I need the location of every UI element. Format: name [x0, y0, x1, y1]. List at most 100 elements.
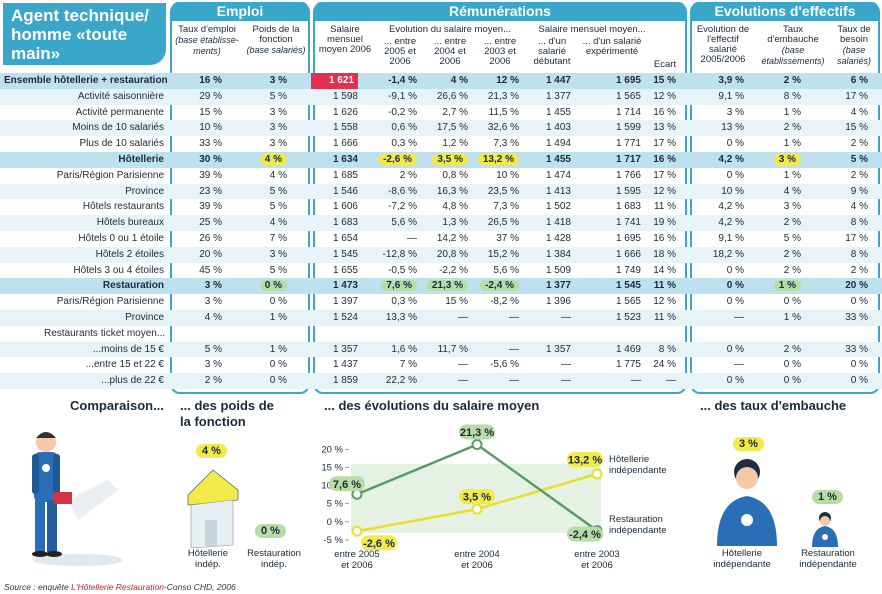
table-cell: 4 %: [269, 169, 287, 181]
table-row: Hôtels 3 ou 4 étoiles 45 % 5 % 1 655 -0,5 % -…: [0, 263, 882, 279]
table-cell: 1 473: [332, 280, 358, 292]
table-row: Paris/Région Parisienne 3 % 0 % 1 397 0,3 % 1…: [0, 294, 882, 310]
table-cell: 5 %: [783, 233, 801, 244]
table-cell: 0 %: [783, 296, 801, 308]
person-small-icon: [812, 512, 838, 547]
col-taux-besoin: Taux de besoin (base salariés): [836, 24, 871, 67]
table-cell: 4,2 %: [718, 201, 744, 213]
table-cell: 1 741: [615, 217, 641, 229]
comparaison-title: Comparaison...: [70, 398, 164, 413]
embauche-title: ... des taux d'embauche: [700, 398, 847, 413]
table-cell: —: [734, 359, 744, 371]
col-taux-embauche: Taux d'embauche (base établissements): [761, 24, 825, 67]
row-label: Hôtellerie: [118, 154, 164, 165]
row-label: Hôtels restaurants: [82, 201, 164, 213]
value-label: 21,3 %: [460, 427, 494, 439]
table-cell: 14 %: [653, 264, 676, 276]
table-row: Plus de 10 salariés 33 % 3 % 1 666 0,3 % 1,2 …: [0, 136, 882, 152]
evol-chart-title: ... des évolutions du salaire moyen: [324, 398, 540, 413]
table-row: ...plus de 22 € 2 % 0 % 1 859 22,2 % — — — — — 0 %…: [0, 373, 882, 389]
table-cell: 1 606: [332, 201, 358, 213]
col-taux-emploi: Taux d'emploi (base établisse- ments): [175, 24, 239, 57]
table-cell: 1 595: [615, 185, 641, 197]
table-cell: 1 469: [615, 343, 641, 355]
table-cell: 1 509: [545, 264, 571, 276]
table-row: Ensemble hôtellerie + restauration 16 % 3 …: [0, 73, 882, 89]
table-cell: 1 545: [332, 248, 358, 260]
table-cell: 0 %: [726, 138, 744, 150]
table-cell: 1 666: [332, 138, 358, 150]
table-cell: 1 357: [545, 343, 571, 355]
table-cell: 2 %: [399, 169, 417, 181]
table-cell: 26 %: [199, 233, 222, 244]
row-label: Hôtels 2 étoiles: [95, 248, 164, 260]
table-cell: 1 403: [545, 122, 571, 134]
table-cell: 10 %: [721, 185, 744, 197]
table-cell: 29 %: [199, 90, 222, 102]
embauche-hotel-label: Hôtellerie indépendante: [713, 548, 771, 570]
table-cell: 1 558: [332, 122, 358, 134]
table-cell: 2 %: [783, 343, 801, 355]
table-cell: —: [509, 375, 519, 387]
table-cell: 3 %: [783, 201, 801, 213]
table-cell: 6 %: [850, 75, 868, 86]
table-cell: 0,3 %: [391, 138, 417, 150]
source-note: Source : enquête L'Hôtellerie Restaurati…: [4, 582, 236, 592]
data-point: [351, 525, 363, 537]
table-cell: 5,6 %: [391, 217, 417, 229]
data-point: [591, 468, 603, 480]
table-row: Hôtellerie 30 % 4 % 1 634 -2,6 % 3,5 % 13,2 % 1…: [0, 152, 882, 168]
table-cell: —: [561, 375, 571, 387]
table-row: Restaurants ticket moyen...: [0, 326, 882, 342]
table-cell: 1 377: [545, 90, 571, 102]
table-cell: 1 455: [545, 106, 571, 118]
table-cell: 1 %: [783, 169, 801, 181]
table-cell: 4,2 %: [718, 217, 744, 229]
table-cell: 1 502: [545, 201, 571, 213]
table-cell: —: [509, 343, 519, 355]
legend-label: Hôtellerie indépendante: [609, 454, 667, 476]
table-cell: 3 %: [726, 106, 744, 118]
table-cell: —: [509, 312, 519, 323]
table-cell: 4 %: [850, 201, 868, 213]
table-cell: 2 %: [783, 217, 801, 229]
table-cell: 1 %: [269, 312, 287, 323]
table-cell: 0,6 %: [391, 122, 417, 134]
table-cell: 16 %: [199, 75, 222, 86]
table-cell: 0 %: [783, 375, 801, 387]
table-cell: 0,8 %: [442, 169, 468, 181]
table-cell: 2 %: [850, 264, 868, 276]
value-label-bubble: [459, 424, 495, 440]
table-cell: 4 %: [850, 106, 868, 118]
row-label: Moins de 10 salariés: [72, 122, 164, 134]
row-label: Paris/Région Parisienne: [56, 169, 164, 181]
table-cell: 12 %: [653, 185, 676, 197]
table-cell: 20 %: [845, 280, 868, 292]
table-cell: 25 %: [199, 217, 222, 229]
table-cell: 10 %: [496, 169, 519, 181]
value-label: 3,5 %: [463, 492, 491, 504]
table-cell: 1 546: [332, 185, 358, 197]
x-tick-label: entre 2005 et 2006: [334, 549, 379, 571]
data-point: [471, 503, 483, 515]
table-row: ...entre 15 et 22 € 3 % 0 % 1 437 7 % — -5,6 %…: [0, 357, 882, 373]
row-label: Plus de 10 salariés: [79, 138, 165, 150]
value-label-bubble: [329, 476, 365, 492]
table-cell: 2 %: [783, 264, 801, 276]
table-cell: 15 %: [445, 296, 468, 308]
table-cell: 13 %: [721, 122, 744, 134]
table-cell: 5 %: [269, 185, 287, 197]
table-cell: 0 %: [850, 359, 868, 371]
section-emploi: Emploi: [172, 2, 308, 21]
row-label: Ensemble hôtellerie + restauration: [4, 75, 168, 86]
technician-figure: [32, 432, 123, 566]
table-cell: 12 %: [653, 296, 676, 308]
table-cell: —: [666, 375, 676, 387]
value-label-bubble: [567, 451, 603, 467]
table-cell: 4 %: [259, 152, 287, 168]
table-cell: —: [561, 359, 571, 371]
table-cell: 1 524: [332, 312, 358, 323]
table-cell: 7,3 %: [493, 138, 519, 150]
table-cell: 5 %: [269, 201, 287, 213]
